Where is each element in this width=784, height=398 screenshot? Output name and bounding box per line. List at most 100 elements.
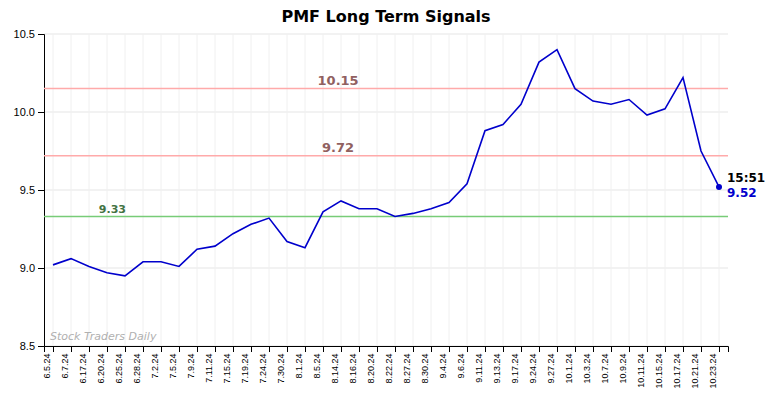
tick-mark — [449, 346, 450, 352]
tick: 7.5.24 — [168, 346, 179, 378]
tick: 10.23.24 — [708, 346, 719, 388]
grid-line — [269, 34, 270, 346]
tick: 6.28.24 — [132, 346, 143, 383]
tick-mark — [197, 346, 198, 352]
tick-label: 7.9.24 — [186, 353, 196, 378]
tick-label: 7.19.24 — [240, 353, 250, 383]
tick: 7.2.24 — [150, 346, 161, 378]
tick-label: 6.28.24 — [132, 353, 142, 383]
tick: 9.6.24 — [456, 346, 467, 378]
grid — [44, 34, 728, 346]
tick-mark — [629, 346, 630, 352]
tick: 8.1.24 — [294, 346, 305, 378]
grid-line — [44, 112, 728, 113]
tick-label: 6.5.24 — [42, 353, 52, 378]
tick-mark — [719, 346, 720, 352]
tick-mark — [38, 190, 44, 191]
tick-mark — [557, 346, 558, 352]
tick: 7.30.24 — [276, 346, 287, 383]
tick-mark — [107, 346, 108, 352]
grid-line — [431, 34, 432, 346]
plot: Stock Traders Daily8.59.09.510.010.56.5.… — [14, 28, 766, 388]
tick-label: 8.5.24 — [312, 353, 322, 378]
chart: Stock Traders Daily8.59.09.510.010.56.5.… — [0, 0, 784, 398]
grid-line — [629, 34, 630, 346]
tick-label: 10.5 — [14, 28, 35, 40]
grid-line — [197, 34, 198, 346]
tick: 10.11.24 — [636, 346, 647, 388]
grid-line — [287, 34, 288, 346]
tick-mark — [431, 346, 432, 352]
tick-label: 7.30.24 — [276, 353, 286, 383]
grid-line — [539, 34, 540, 346]
line — [53, 50, 719, 276]
grid-line — [305, 34, 306, 346]
grid-line — [575, 34, 576, 346]
tick: 8.30.24 — [420, 346, 431, 383]
grid-line — [701, 34, 702, 346]
tick-mark — [323, 346, 324, 352]
tick-mark — [359, 346, 360, 352]
tick-label: 7.5.24 — [168, 353, 178, 378]
tick-mark — [38, 268, 44, 269]
tick: 8.16.24 — [348, 346, 359, 383]
grid-line — [125, 34, 126, 346]
tick-label: 7.15.24 — [222, 353, 232, 383]
grid-line — [467, 34, 468, 346]
tick: 6.17.24 — [78, 346, 89, 383]
grid-line — [377, 34, 378, 346]
grid-line — [395, 34, 396, 346]
tick: 9.0 — [20, 262, 44, 274]
last-value: 9.52 — [727, 186, 757, 200]
tick-label: 10.11.24 — [636, 353, 646, 387]
tick: 9.11.24 — [474, 346, 485, 383]
tick: 8.20.24 — [366, 346, 377, 383]
y-axis: 8.59.09.510.010.5 — [14, 28, 45, 352]
grid-line — [449, 34, 450, 346]
tick-mark — [701, 346, 702, 352]
annotations: 10.159.729.3315:519.52 — [99, 73, 765, 216]
tick: 10.7.24 — [600, 346, 611, 383]
tick-mark — [611, 346, 612, 352]
tick-mark — [53, 346, 54, 352]
grid-line — [719, 34, 720, 346]
tick-label: 6.17.24 — [78, 353, 88, 383]
tick-mark — [575, 346, 576, 352]
tick-label: 7.11.24 — [204, 353, 214, 382]
tick-label: 8.5 — [20, 340, 35, 352]
x-axis: 6.5.246.7.246.17.246.20.246.25.246.28.24… — [42, 346, 728, 388]
grid-line — [71, 34, 72, 346]
grid-line — [179, 34, 180, 346]
tick-label: 8.30.24 — [420, 353, 430, 383]
grid-line — [161, 34, 162, 346]
tick-mark — [287, 346, 288, 352]
tick-label: 10.3.24 — [582, 353, 592, 383]
tick-label: 8.1.24 — [294, 353, 304, 378]
tick-mark — [143, 346, 144, 352]
tick-mark — [161, 346, 162, 352]
grid-line — [647, 34, 648, 346]
tick-mark — [503, 346, 504, 352]
tick-label: 9.24.24 — [528, 353, 538, 383]
tick-label: 10.7.24 — [600, 353, 610, 383]
tick-mark — [647, 346, 648, 352]
tick-mark — [251, 346, 252, 352]
tick-label: 8.20.24 — [366, 353, 376, 383]
tick-mark — [125, 346, 126, 352]
tick: 10.3.24 — [582, 346, 593, 383]
grid-line — [413, 34, 414, 346]
grid-line — [503, 34, 504, 346]
tick-mark — [485, 346, 486, 352]
grid-line — [521, 34, 522, 346]
tick: 8.27.24 — [402, 346, 413, 383]
grid-line — [44, 268, 728, 269]
grid-line — [215, 34, 216, 346]
tick-label: 10.21.24 — [690, 353, 700, 388]
grid-line — [593, 34, 594, 346]
tick: 8.22.24 — [384, 346, 395, 383]
title: PMF Long Term Signals — [281, 7, 490, 26]
tick-mark — [269, 346, 270, 352]
tick: 8.14.24 — [330, 346, 341, 383]
tick-label: 6.20.24 — [96, 353, 106, 383]
tick-label: 10.15.24 — [654, 353, 664, 388]
